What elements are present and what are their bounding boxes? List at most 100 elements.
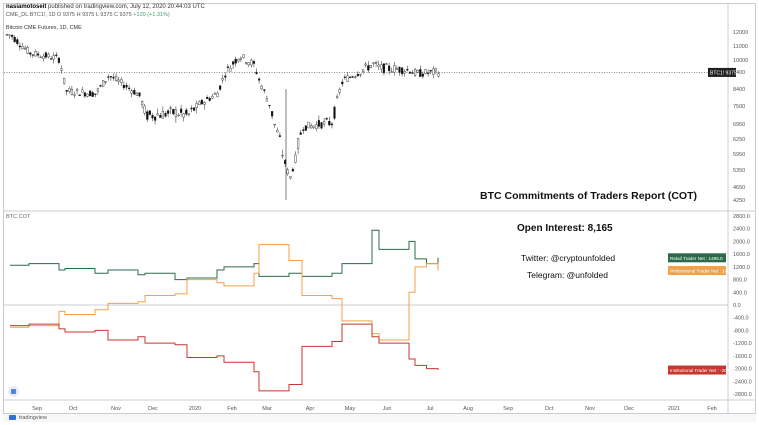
candle-body [169,107,172,109]
cot-tick-label: 1600.0 [733,252,750,258]
time-tick-label: May [345,406,356,412]
candle-body [99,85,102,87]
candle-body [401,67,404,75]
ohlc-values: O 9375 H 9375 L 9375 C 9375 [57,12,132,18]
cot-tick-label: 400.0 [733,290,747,296]
cot-tick-label: 1200.0 [733,265,750,271]
overlay-title: BTC Commitments of Traders Report (COT) [480,190,698,202]
candle-body [380,64,383,70]
time-tick-label: Sep [32,406,42,412]
candle-body [114,76,118,81]
candle-body [255,71,258,74]
candle-body [377,64,380,67]
candle-body [388,65,391,71]
candle-body [179,108,183,113]
candle-body [195,102,198,108]
tradingview-logo-icon [8,386,19,397]
candle-body [55,54,58,56]
candle-body [107,76,110,78]
candle-body [216,92,219,98]
candle-body [148,110,151,115]
price-tick-label: 6950 [733,122,745,128]
candle-body [291,168,294,172]
candle-body [354,76,357,78]
candle-body [333,106,336,119]
cot-tick-label: 2400.0 [733,227,750,233]
candle-body [130,90,133,94]
price-tick-label: 5350 [733,168,745,174]
candle-body [91,92,94,97]
series-line-institutional-trader-net [10,323,439,392]
cot-tick-label: -2000.0 [733,367,752,373]
candle-body [328,120,331,126]
last-price-label: BTC1! 9375 [710,70,737,76]
candle-body [60,68,63,71]
candle-body [88,90,92,97]
candle-body [140,101,144,105]
candle-body [375,62,378,64]
candle-body [122,84,125,89]
candle-body [424,69,427,74]
candle-body [47,53,50,58]
candle-body [42,55,45,59]
candle-body [68,88,71,92]
candle-body [310,125,313,129]
candle-body [393,65,396,73]
candle-body [268,104,271,107]
candle-body [8,34,11,36]
cot-tick-label: -800.0 [733,328,749,334]
time-tick-label: Nov [111,406,121,412]
time-tick-label: Feb [227,406,236,412]
candle-body [364,63,367,66]
candle-body [112,76,115,79]
cot-pane: 2800.0 2400.0 2000.0 1600.0 1200.0 800.0 400.0… [4,214,752,398]
symbol-name[interactable]: CME_DL:BTC1!, 1D [6,12,56,18]
candle-body [286,169,289,175]
candle-body [330,123,333,126]
candle-body [177,114,180,117]
candle-body [50,58,53,60]
candle-body [224,75,227,78]
candle-body [75,88,79,91]
publish-info: nasiamotoseit published on tradingview.c… [6,4,205,10]
author-name[interactable]: nasiamotoseit [6,4,47,10]
time-tick-label: Jul [426,406,433,412]
open-interest-text: Open Interest: 8,165 [517,223,613,234]
publish-date: published on tradingview.com, July 12, 2… [48,4,205,10]
candle-body [367,65,370,71]
symbol-line: CME_DL:BTC1!, 1D O 9375 H 9375 L 9375 C … [6,12,170,18]
series-line-retail-trader-net [10,229,439,281]
candle-body [349,76,352,79]
candle-body [218,85,222,90]
candle-body [117,79,120,82]
candle-body [278,135,281,137]
twitter-handle: Twitter: @cryptounfolded [521,253,616,263]
candle-body [34,51,37,57]
candle-body [297,138,300,149]
candle-body [229,68,232,72]
candle-body [143,105,146,114]
time-tick-label: 2020 [189,406,201,412]
candle-body [164,113,167,117]
candle-body [260,85,263,90]
candle-body [432,68,435,75]
candle-body [414,69,417,76]
candle-body [153,116,157,121]
candle-body [26,47,29,54]
price-tick-label: 6250 [733,137,745,143]
candle-body [174,109,177,118]
candle-body [403,71,406,74]
candle-body [198,101,201,106]
candle-body [101,80,105,87]
price-tick-label: 9400 [733,70,745,76]
candle-body [73,94,76,96]
candle-body [104,81,107,83]
candle-body [237,58,240,62]
candle-body [63,77,66,84]
candle-body [146,111,149,120]
candle-body [231,61,235,65]
candle-body [94,93,97,95]
candle-body [250,59,253,66]
candle-body [10,35,14,37]
